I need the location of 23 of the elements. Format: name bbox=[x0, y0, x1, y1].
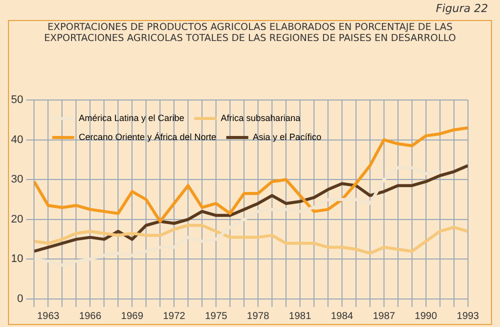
x-tick-label: 1987 bbox=[372, 310, 396, 322]
legend-label: América Latina y el Caribe bbox=[78, 112, 184, 123]
legend-label: Africa subsahariana bbox=[220, 112, 300, 123]
y-tick-label: 20 bbox=[10, 213, 24, 226]
y-tick-label: 10 bbox=[10, 253, 24, 266]
x-tick-label: 1990 bbox=[414, 310, 438, 322]
x-tick-label: 1975 bbox=[204, 310, 228, 322]
x-tick-label: 1972 bbox=[162, 310, 186, 322]
legend-label: Cercano Oriente y África del Norte bbox=[78, 132, 216, 142]
x-tick-label: 1984 bbox=[330, 310, 354, 322]
chart-title: EXPORTACIONES DE PRODUCTOS AGRICOLAS ELABORADOS EN PORCENTAJE DE LAS EXPORTACIONES AGRICOLAS TOTALES DE LAS REGIONES DE PAISES EN DESARROLLO bbox=[43, 22, 457, 44]
x-tick-label: 1978 bbox=[246, 310, 270, 322]
y-tick-label: 50 bbox=[10, 94, 24, 106]
x-tick-label: 1981 bbox=[288, 310, 312, 322]
x-tick-label: 1993 bbox=[456, 310, 480, 322]
y-tick-label: 40 bbox=[10, 134, 24, 146]
x-tick-label: 1969 bbox=[121, 310, 144, 322]
legend-label: Asia y el Pacífico bbox=[252, 132, 322, 142]
y-tick-label: 30 bbox=[10, 174, 24, 186]
x-tick-label: 1966 bbox=[79, 310, 102, 322]
x-tick-label: 1963 bbox=[37, 310, 60, 322]
text: Figura 22 bbox=[436, 2, 488, 15]
y-tick-label: 0 bbox=[17, 293, 24, 306]
